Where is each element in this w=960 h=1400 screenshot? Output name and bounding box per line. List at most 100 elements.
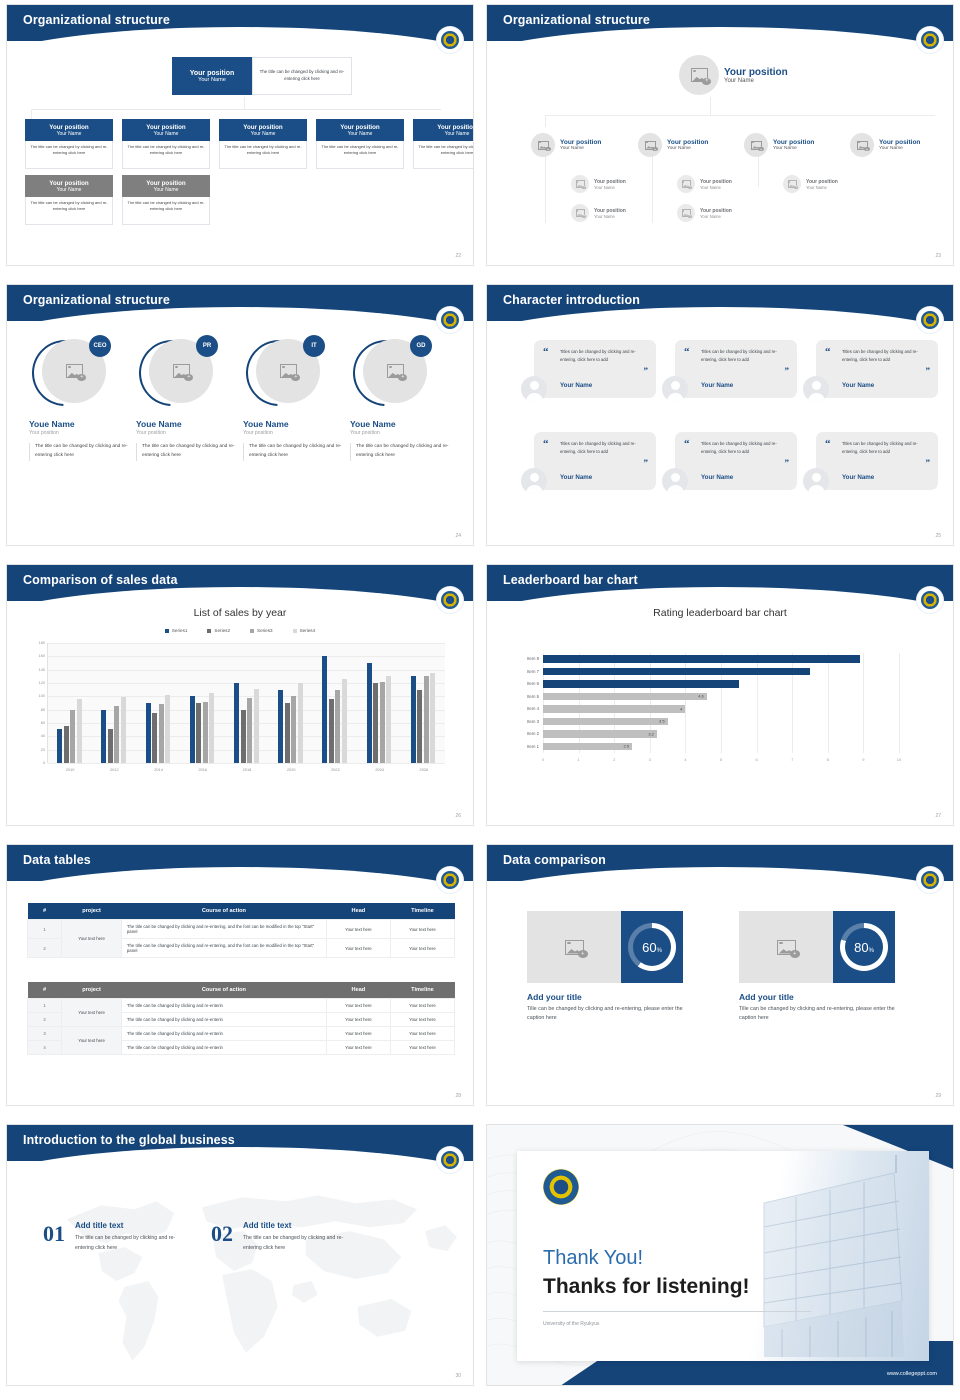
quote-close-icon: ” <box>643 458 649 468</box>
org-node-description: The title can be changed by clicking and… <box>122 197 210 225</box>
org-node-card[interactable]: Your position Your Name The title can be c… <box>122 175 210 225</box>
numbered-item[interactable]: 01 Add title text The title can be changed… <box>43 1221 193 1254</box>
gridline <box>685 653 687 753</box>
org-node-name: Your Name <box>594 213 615 219</box>
quote-card[interactable]: “ ” Titles can be changed by clicking and … <box>816 432 938 490</box>
table-row[interactable]: 2 The title can be changed by clicking an… <box>26 938 456 958</box>
y-axis-tick: 120 <box>38 681 45 685</box>
org-node-name: Your Name <box>879 146 903 151</box>
quote-card[interactable]: “ ” Titles can be changed by clicking and … <box>675 432 797 490</box>
gridline <box>48 723 445 724</box>
org-connector-tick <box>545 115 546 127</box>
quote-card[interactable]: “ ” Titles can be changed by clicking and … <box>675 340 797 398</box>
org-node-card[interactable]: Your position Your Name The title can be c… <box>25 175 113 225</box>
org-node-position: Your position <box>49 123 89 131</box>
quote-card[interactable]: “ ” Titles can be changed by clicking and … <box>534 432 656 490</box>
org-node-level2[interactable]: + Your position Your Name <box>677 175 732 193</box>
comparison-card[interactable]: +60% Add your title Tille can be changed b… <box>527 911 697 1023</box>
quote-author-name: Your Name <box>560 474 593 481</box>
footer-url[interactable]: www.collegeppt.com <box>886 1371 937 1377</box>
slide-comparison-of-sales-data[interactable]: Comparison of sales data List of sales b… <box>6 564 474 826</box>
org-node-name: Your Name <box>250 130 276 137</box>
org-node-level1[interactable]: + Your position Your Name <box>531 133 601 157</box>
gridline <box>48 643 445 644</box>
slide-data-comparison[interactable]: Data comparison +60% Add your title Tille … <box>486 844 954 1106</box>
table-row[interactable]: 2 The title can be changed by clicking an… <box>26 1012 456 1027</box>
donut-value: 60% <box>642 939 662 955</box>
comparison-card[interactable]: +80% Add your title Tille can be changed b… <box>739 911 909 1023</box>
org-node-level1[interactable]: + Your position Your Name <box>850 133 920 157</box>
table-row[interactable]: 1 Your text here The title can be changed … <box>26 998 456 1027</box>
org-node-level3[interactable]: + Your position Your Name <box>571 204 626 222</box>
slide-organizational-structure-1[interactable]: Organizational structure Your position Y… <box>6 4 474 266</box>
org-node-name: Your Name <box>773 146 797 151</box>
table-header-row: # project Course of action Head Timeline <box>27 982 455 999</box>
item-title: Add title text <box>243 1221 292 1230</box>
slide-character-introduction[interactable]: Character introduction “ ” Titles can be c… <box>486 284 954 546</box>
table-row[interactable]: 3 Your text here The title can be changed … <box>26 1026 456 1055</box>
bar <box>209 693 215 763</box>
avatar <box>521 468 547 494</box>
org-node-position: Your position <box>146 179 186 187</box>
cell-index: 4 <box>26 1040 63 1055</box>
bar: Item 5 4.6 <box>527 692 707 700</box>
page-title: Data tables <box>23 853 91 867</box>
org-node-card[interactable]: Your position Your Name The title can be c… <box>219 119 307 169</box>
org-root-position: Your position <box>724 66 788 78</box>
slide-header <box>7 845 473 881</box>
table-row[interactable]: 1 Your text here The title can be changed … <box>26 919 456 958</box>
bar-group <box>278 683 303 763</box>
cell-index: 1 <box>26 919 63 939</box>
person-card[interactable]: + GD Youe Name Your position The title can b… <box>339 326 450 461</box>
org-node-level2[interactable]: + Your position Your Name <box>571 175 626 193</box>
org-root-node[interactable]: + Your position Your Name <box>679 55 788 95</box>
data-table-primary[interactable]: # project Course of action Head Timeline 1 You… <box>26 903 456 958</box>
person-card[interactable]: + IT Youe Name Your position The title can b… <box>232 326 343 461</box>
org-connector-line <box>31 109 441 110</box>
slide-organizational-structure-2[interactable]: Organizational structure + Your position… <box>486 4 954 266</box>
university-seal-icon <box>917 27 943 53</box>
org-row-level2: Your position Your Name The title can be c… <box>25 175 210 225</box>
org-node-position: Your position <box>146 123 186 131</box>
person-card[interactable]: + PR Youe Name Your position The title can b… <box>125 326 236 461</box>
numbered-item[interactable]: 02 Add title text The title can be changed… <box>211 1221 361 1254</box>
cell-action: The title can be changed by clicking and… <box>120 938 327 958</box>
org-node-level1[interactable]: + Your position Your Name <box>744 133 814 157</box>
org-node-card[interactable]: Your position Your Name The title can be c… <box>413 119 473 169</box>
quote-card[interactable]: “ ” Titles can be changed by clicking and … <box>534 340 656 398</box>
x-axis-tick: 2026 <box>419 767 429 772</box>
image-placeholder-icon: + <box>677 204 695 222</box>
bar-category-label: Item 2 <box>527 731 539 736</box>
slide-data-tables[interactable]: Data tables # project Course of action Head… <box>6 844 474 1106</box>
page-number: 22 <box>455 253 461 259</box>
bar <box>284 703 290 763</box>
table-row[interactable]: 4 The title can be changed by clicking an… <box>26 1040 456 1055</box>
data-table-secondary[interactable]: # project Course of action Head Timeline 1 You… <box>26 982 456 1055</box>
org-node-card[interactable]: Your position Your Name The title can be c… <box>316 119 404 169</box>
org-node-position: Your position <box>560 139 602 146</box>
org-node-level1[interactable]: + Your position Your Name <box>638 133 708 157</box>
person-position: Your position <box>350 430 380 436</box>
slide-organizational-structure-3[interactable]: Organizational structure + CEO Youe Name Yo… <box>6 284 474 546</box>
person-description: The title can be changed by clicking and… <box>136 443 236 461</box>
person-card[interactable]: + CEO Youe Name Your position The title can … <box>18 326 129 461</box>
org-node-level2[interactable]: + Your position Your Name <box>783 175 838 193</box>
legend-item: Series2 <box>207 628 230 633</box>
org-node-level3[interactable]: + Your position Your Name <box>677 204 732 222</box>
org-root-node[interactable]: Your position Your Name The title can be… <box>172 57 352 95</box>
bar <box>297 683 303 763</box>
org-node-card[interactable]: Your position Your Name The title can be c… <box>25 119 113 169</box>
org-root-name: Your Name <box>198 76 226 83</box>
slide-introduction-to-global-business[interactable]: Introduction to the global business 01 Ad… <box>6 1124 474 1386</box>
x-axis-tick: 2018 <box>242 767 252 772</box>
org-node-name: Your Name <box>347 130 373 137</box>
page-number: 25 <box>935 533 941 539</box>
page-number: 28 <box>455 1093 461 1099</box>
slide-thank-you[interactable]: Thank You! Thanks for listening! Univers… <box>486 1124 954 1386</box>
quote-card[interactable]: “ ” Titles can be changed by clicking and … <box>816 340 938 398</box>
slide-leaderboard-bar-chart[interactable]: Leaderboard bar chart Rating leaderboard… <box>486 564 954 826</box>
cell-head: Your text here <box>325 1040 391 1055</box>
org-node-card[interactable]: Your position Your Name The title can be c… <box>122 119 210 169</box>
x-axis-tick: 5 <box>719 757 723 762</box>
x-axis-tick: 2 <box>613 757 616 762</box>
